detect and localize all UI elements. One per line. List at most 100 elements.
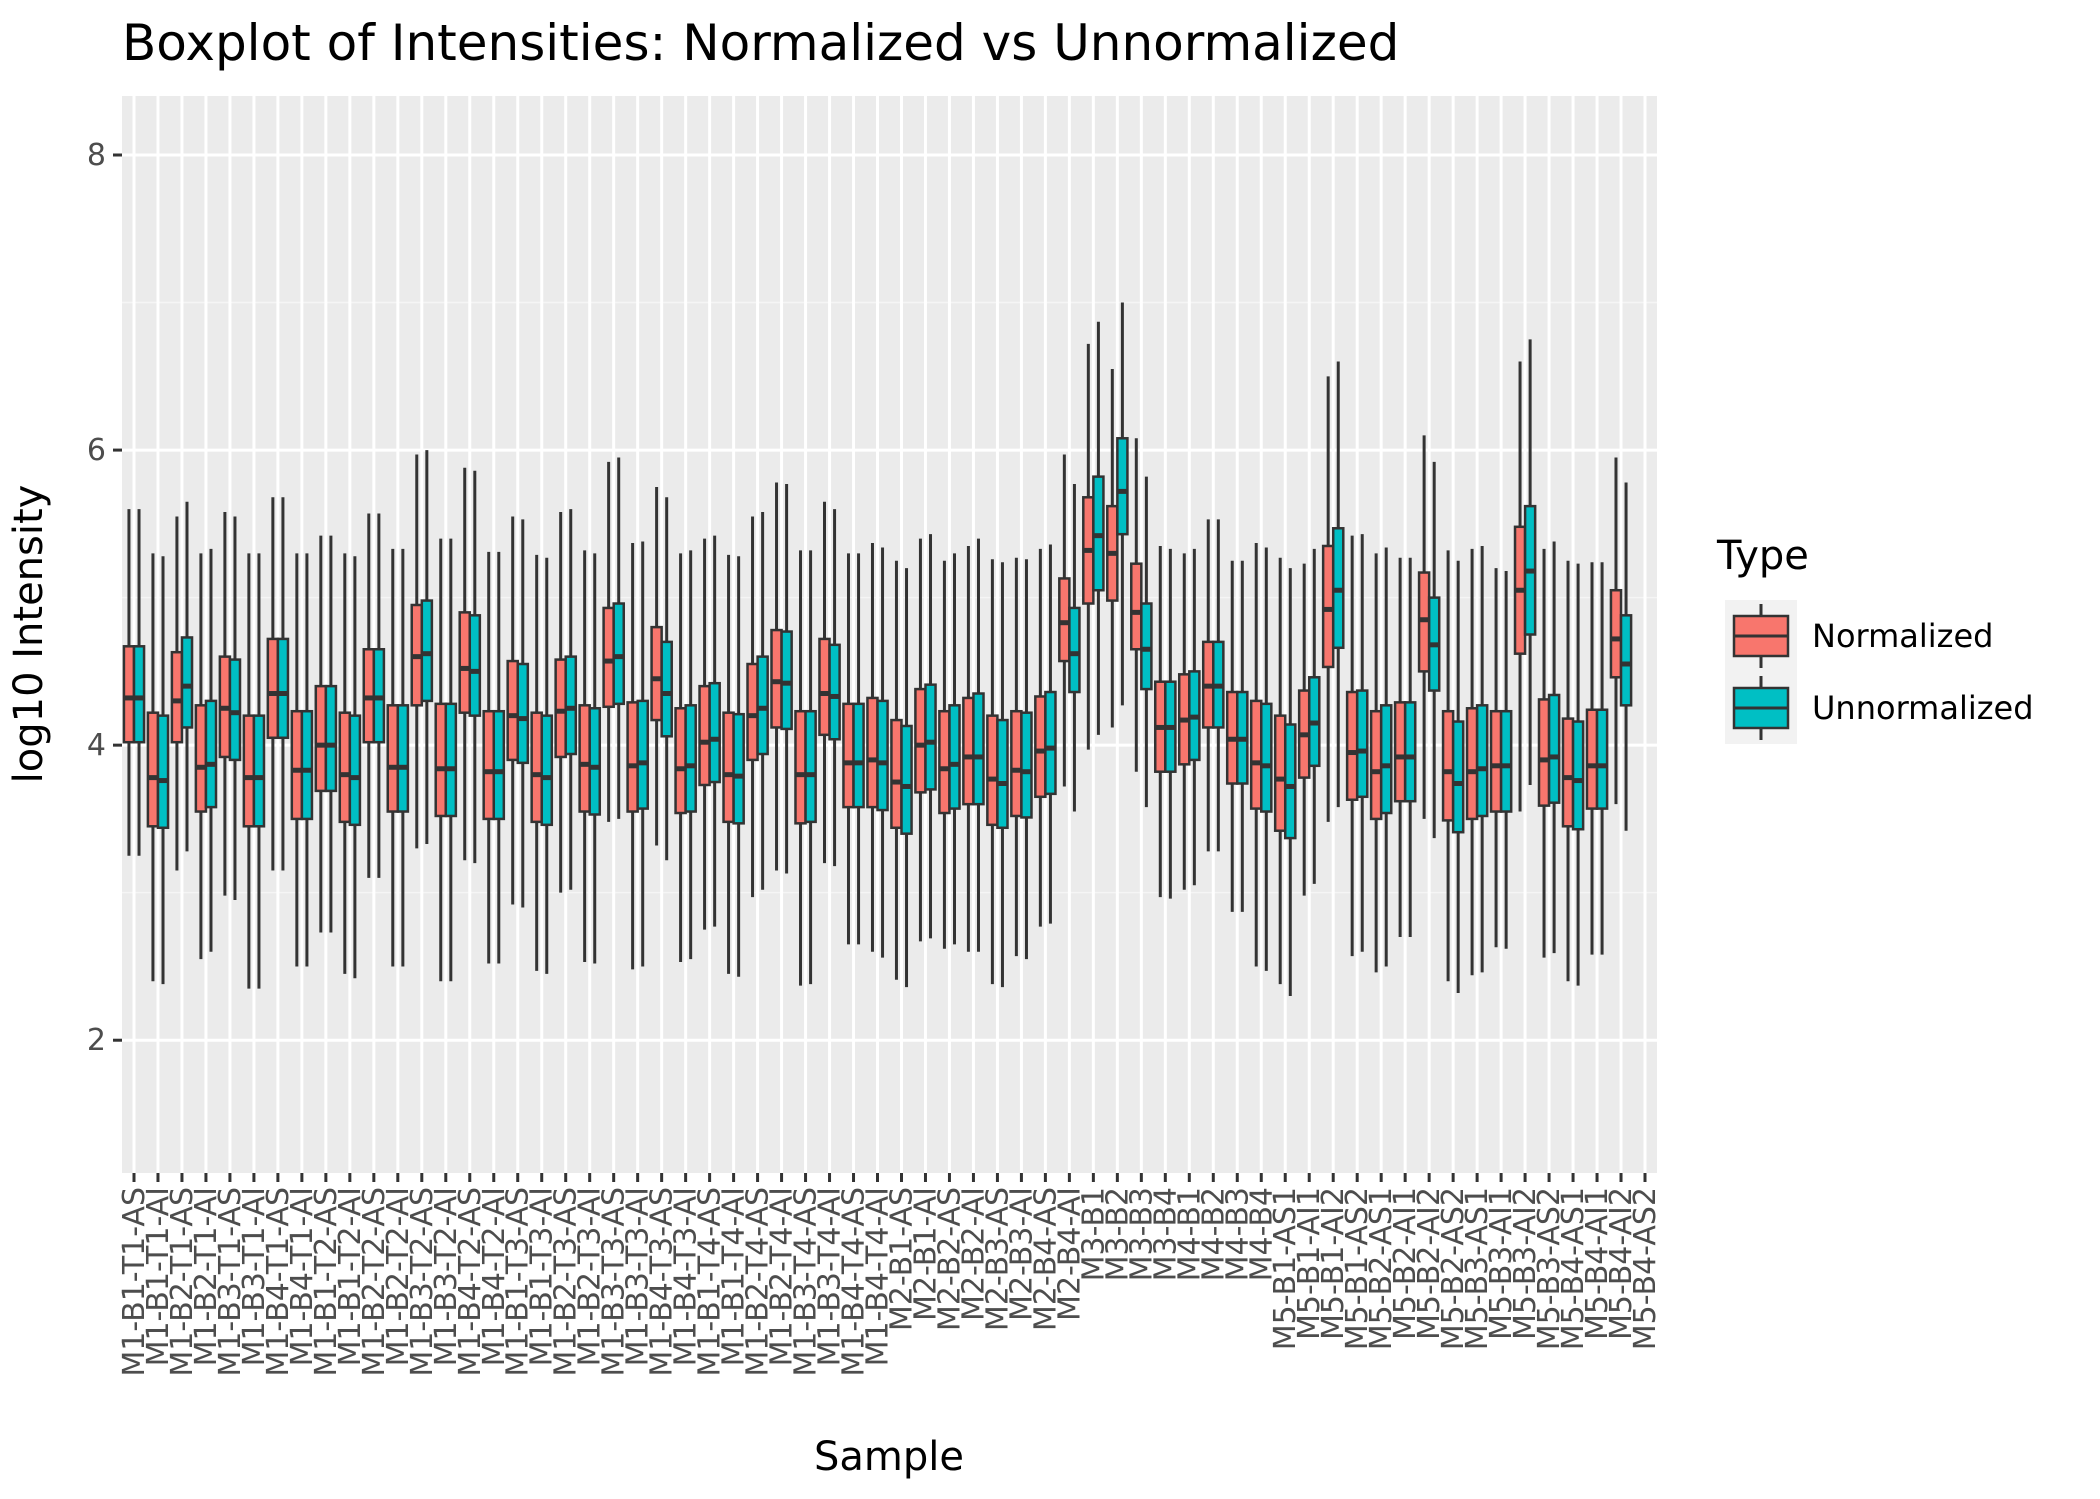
box-iqr — [1609, 588, 1623, 679]
box-unnormalized — [1355, 534, 1369, 952]
box-iqr — [996, 718, 1009, 830]
box-normalized — [914, 538, 927, 942]
box-iqr — [650, 625, 663, 722]
box-unnormalized — [1236, 560, 1249, 912]
box-iqr — [1034, 695, 1047, 799]
box-iqr — [578, 704, 591, 813]
grid-lines — [122, 96, 1657, 1173]
box-unnormalized — [1595, 562, 1609, 955]
box-iqr — [746, 662, 759, 762]
box-unnormalized — [252, 553, 266, 989]
x-axis: M1-B1-T1-ASM1-B1-T1-AIM1-B2-T1-ASM1-B2-T… — [117, 1173, 1663, 1377]
box-normalized — [674, 553, 687, 963]
box-unnormalized — [612, 457, 626, 819]
box-iqr — [156, 714, 170, 830]
box-iqr — [554, 658, 567, 759]
box-series — [122, 302, 1633, 996]
box-iqr — [492, 709, 506, 821]
x-tick-label: M5-B1-AI2 — [1316, 1187, 1351, 1340]
x-tick-label: M1-B3-T4-AI — [813, 1187, 848, 1366]
box-iqr — [348, 714, 362, 827]
box-unnormalized — [300, 553, 314, 967]
box-iqr — [228, 658, 242, 762]
box-unnormalized — [948, 553, 961, 945]
x-tick-label: M1-B1-T3-AI — [525, 1187, 560, 1366]
box-iqr — [1369, 709, 1383, 821]
box-normalized — [1010, 557, 1023, 957]
box-unnormalized — [924, 534, 937, 939]
x-tick-label: M2-B1-AS — [884, 1187, 919, 1331]
box-normalized — [194, 553, 208, 960]
box-normalized — [218, 512, 232, 896]
box-iqr — [1393, 701, 1407, 803]
x-tick-label: M2-B3-AS — [980, 1187, 1015, 1331]
x-tick-label: M1-B3-T2-AI — [429, 1187, 464, 1366]
box-iqr — [122, 645, 136, 744]
x-tick-label: M5-B3-AI2 — [1508, 1187, 1543, 1340]
box-iqr — [890, 718, 903, 830]
box-unnormalized — [1164, 548, 1177, 899]
box-iqr — [516, 662, 530, 765]
box-unnormalized — [156, 556, 170, 985]
box-normalized — [650, 486, 663, 846]
box-iqr — [972, 692, 985, 806]
box-unnormalized — [276, 497, 290, 871]
x-tick-label: M1-B3-T1-AI — [237, 1187, 272, 1366]
x-tick-label: M1-B4-T3-AS — [645, 1187, 680, 1377]
box-iqr — [1499, 709, 1513, 813]
x-tick-label: M2-B2-AS — [932, 1187, 967, 1331]
box-unnormalized — [324, 535, 338, 933]
box-unnormalized — [1427, 461, 1441, 839]
box-unnormalized — [444, 538, 458, 982]
box-iqr — [1273, 714, 1287, 832]
box-iqr — [420, 599, 434, 703]
x-tick-label: M5-B4-AS2 — [1628, 1187, 1663, 1350]
x-tick-label: M5-B3-AS2 — [1532, 1187, 1567, 1350]
box-iqr — [1116, 437, 1129, 536]
box-iqr — [722, 711, 735, 824]
box-iqr — [1068, 606, 1081, 694]
x-tick-label: M5-B4-AI1 — [1580, 1187, 1615, 1340]
box-iqr — [1403, 701, 1417, 803]
box-iqr — [204, 699, 218, 809]
box-iqr — [1441, 709, 1455, 822]
box-iqr — [924, 683, 937, 791]
x-tick-label: M1-B4-T2-AS — [453, 1187, 488, 1377]
x-tick-label: M4-B4 — [1244, 1187, 1279, 1281]
box-iqr — [1260, 702, 1273, 813]
x-tick-label: M5-B3-AS1 — [1460, 1187, 1495, 1350]
box-iqr — [1475, 704, 1489, 818]
box-normalized — [1345, 535, 1359, 957]
x-tick-label: M1-B1-T1-AS — [117, 1187, 152, 1377]
box-iqr — [1451, 720, 1465, 834]
box-unnormalized — [204, 548, 218, 952]
box-unnormalized — [876, 547, 889, 958]
box-normalized — [1417, 435, 1431, 819]
box-unnormalized — [1260, 547, 1273, 971]
box-unnormalized — [1188, 548, 1201, 886]
box-iqr — [314, 684, 328, 793]
box-unnormalized — [1116, 302, 1129, 706]
x-tick-label: M1-B2-T3-AI — [573, 1187, 608, 1366]
box-unnormalized — [660, 497, 673, 861]
x-tick-label: M1-B2-T4-AS — [741, 1187, 776, 1377]
box-unnormalized — [1619, 482, 1633, 831]
x-tick-label: M5-B2-AI1 — [1388, 1187, 1423, 1340]
x-tick-label: M1-B3-T2-AS — [405, 1187, 440, 1377]
x-tick-label: M1-B3-T4-AS — [789, 1187, 824, 1377]
box-unnormalized — [1307, 548, 1321, 884]
box-iqr — [674, 707, 687, 815]
box-normalized — [722, 554, 735, 974]
legend-label: Normalized — [1812, 617, 1993, 655]
legend-item-normalized: Normalized — [1725, 600, 1993, 672]
box-iqr — [1130, 562, 1143, 651]
x-tick-label: M1-B1-T1-AI — [141, 1187, 176, 1366]
box-unnormalized — [372, 513, 386, 878]
box-iqr — [506, 659, 519, 762]
box-unnormalized — [1068, 484, 1081, 812]
box-iqr — [1283, 723, 1297, 840]
box-iqr — [444, 702, 458, 818]
box-unnormalized — [1451, 560, 1465, 994]
x-tick-label: M2-B1-AI — [908, 1187, 943, 1321]
box-iqr — [266, 637, 280, 740]
